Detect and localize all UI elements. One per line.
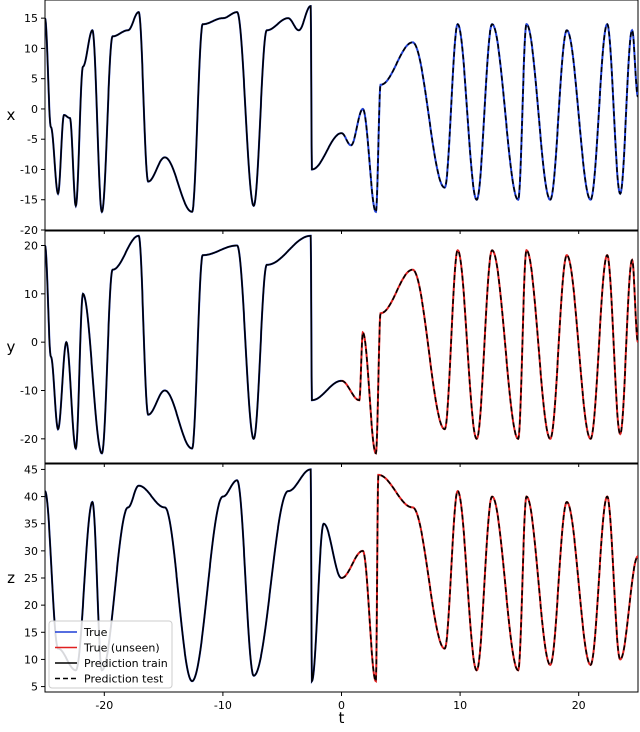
ytick-label-z: 20 (24, 599, 38, 612)
series-prediction-train-z (45, 468, 342, 684)
ytick-label-x: 10 (24, 42, 38, 55)
series-prediction-train-x (45, 5, 342, 214)
ytick-label-x: 15 (24, 12, 38, 25)
ytick-label-z: 40 (24, 491, 38, 504)
ytick-label-x: -15 (20, 194, 38, 207)
panel-frame-y (44, 230, 639, 464)
panel-y: -20 -10 0 10 20 y (7, 230, 639, 467)
ytick-label-y: 0 (31, 336, 38, 349)
ytick-label-x: 0 (31, 103, 38, 116)
xtick-label: 20 (572, 699, 586, 712)
ytick-label-y: -10 (20, 385, 38, 398)
legend-label: Prediction test (84, 673, 164, 686)
ytick-label-z: 35 (24, 518, 38, 531)
ytick-label-z: 5 (31, 681, 38, 694)
series-prediction-train-y (45, 234, 342, 455)
panel-frame-x (44, 0, 639, 231)
legend: True True (unseen) Prediction train Predict… (48, 620, 173, 689)
ylabel-z: z (7, 569, 15, 587)
xtick-label: 10 (453, 699, 467, 712)
ytick-label-z: 30 (24, 545, 38, 558)
ytick-label-y: -20 (20, 433, 38, 446)
ytick-label-z: 45 (24, 463, 38, 476)
xlabel: t (339, 709, 345, 727)
ytick-label-z: 15 (24, 626, 38, 639)
xtick-label: -20 (95, 699, 113, 712)
ylabel-y: y (7, 338, 16, 356)
ytick-label-x: -20 (20, 224, 38, 237)
ytick-label-z: 10 (24, 653, 38, 666)
legend-label: True (83, 626, 108, 639)
xtick-label: 0 (338, 699, 345, 712)
ytick-label-y: 10 (24, 288, 38, 301)
panel-z: 5 10 15 20 25 30 35 40 45 z -20 -10 0 10 20 (7, 463, 639, 712)
series-prediction-test-x (341, 23, 638, 213)
ytick-label-y: 20 (24, 240, 38, 253)
legend-label: True (unseen) (83, 642, 160, 655)
series-prediction-test-z (341, 474, 638, 683)
legend-box (48, 620, 173, 689)
xtick-label: -10 (214, 699, 232, 712)
series-prediction-test-y (341, 249, 638, 455)
legend-label: Prediction train (84, 657, 168, 670)
ytick-label-x: -5 (27, 133, 38, 146)
panel-x: -20 -15 -10 -5 0 5 10 15 x (7, 0, 639, 237)
ylabel-x: x (7, 106, 16, 124)
ytick-label-x: 5 (31, 73, 38, 86)
ytick-label-z: 25 (24, 572, 38, 585)
ytick-label-x: -10 (20, 163, 38, 176)
